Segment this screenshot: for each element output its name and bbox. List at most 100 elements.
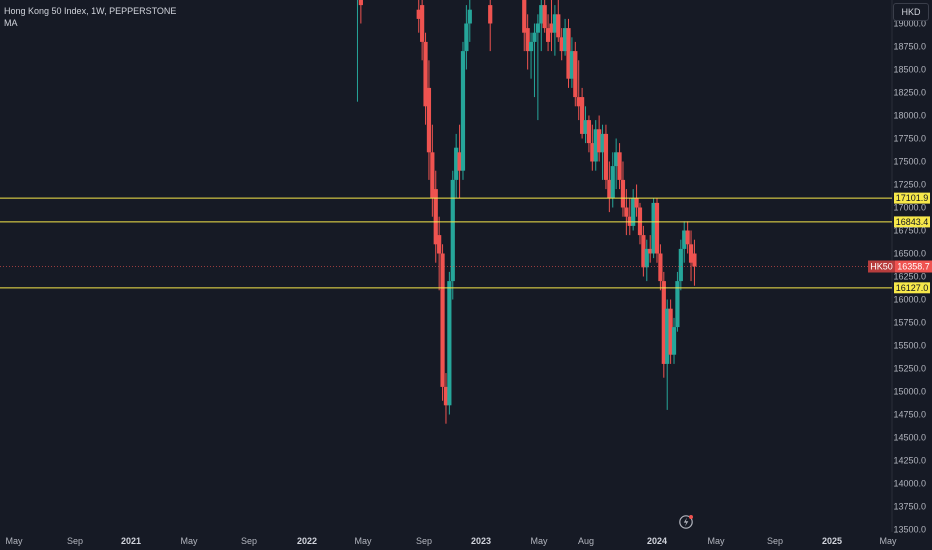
bear-candle [641,225,646,277]
bear-candle [627,198,632,236]
candle-body [454,147,459,180]
candle-body [641,235,646,268]
candle-body [443,386,449,406]
bear-candle [542,0,547,33]
candle-body [658,253,663,282]
candle-body [437,235,442,254]
y-tick-label: 18000.0 [893,111,926,121]
x-tick-label: May [879,536,897,546]
bear-candle [648,235,653,263]
bear-candle [580,87,585,139]
candle-body [420,5,425,42]
bear-candle [525,14,530,70]
candle-body [549,23,554,33]
bear-candle [545,14,551,52]
bear-candle [549,0,554,52]
bear-candle [576,60,581,121]
x-tick-label: May [707,536,725,546]
candle-body [556,14,561,38]
x-tick-label: Sep [416,536,432,546]
candle-body [668,308,673,355]
y-tick-label: 18750.0 [893,42,926,52]
candle-body [648,248,653,254]
candle-body [661,281,666,364]
candle-body [542,5,547,29]
x-tick-label: Sep [241,536,257,546]
bear-candle [437,216,442,291]
y-tick-label: 14500.0 [893,433,926,443]
candle-body [562,28,568,52]
bull-candle [539,0,544,52]
candle-body [532,32,537,42]
y-tick-label: 13750.0 [893,502,926,512]
candle-body [488,5,493,24]
bull-candle [593,120,598,171]
bear-candle [658,244,663,291]
bear-candle [603,124,609,190]
bull-candle [614,138,619,190]
y-tick-label: 13500.0 [893,525,926,535]
bear-candle [624,189,629,236]
candle-body [685,230,690,245]
bull-candle [464,5,469,70]
bear-candle [607,161,612,213]
candle-body [535,23,540,33]
bear-candle [590,124,595,171]
x-tick-label: 2021 [121,536,141,546]
bear-candle [559,28,564,61]
y-tick-label: 19000.0 [893,19,926,29]
candle-body [552,14,557,33]
bear-candle [573,41,578,107]
y-tick-label: 17250.0 [893,180,926,190]
candle-body [620,179,626,208]
level-label-box [894,192,930,204]
y-tick-label: 18500.0 [893,65,926,75]
bear-candle [661,271,666,378]
candle-body [528,41,534,52]
bull-candle [644,239,649,282]
currency-button[interactable]: HKD [893,3,929,21]
candle-body [583,120,588,134]
y-tick-label: 17750.0 [893,134,926,144]
y-tick-label: 14750.0 [893,410,926,420]
x-tick-label: 2023 [471,536,491,546]
y-tick-label: 18250.0 [893,88,926,98]
bull-candle [665,299,670,410]
candle-body [593,129,598,162]
horizontal-levels: 17101.9 16843.4 16127.0 HK50 16358.7 [0,192,932,294]
candle-body [580,97,585,134]
bull-candle [467,0,472,42]
bear-candle [488,0,493,52]
y-tick-label: 16500.0 [893,249,926,259]
bear-candle [688,230,694,282]
bear-candle [420,0,425,61]
bull-candle [678,239,683,291]
candle-body [460,51,466,171]
candle-body [603,133,609,180]
bull-candle [356,0,358,102]
bear-candle [566,18,571,88]
price-axis: 19000.0 18750.0 18500.0 18250.0 18000.0 17750… [893,19,926,535]
bull-candle [552,5,557,56]
candle-body [539,5,544,24]
bear-candle [637,202,643,245]
x-tick-label: May [354,536,372,546]
bull-candle [562,18,568,56]
candle-body [576,97,581,107]
level-label: 16127.0 [896,283,929,293]
candle-body [525,28,530,52]
candle-body [573,51,578,98]
replay-icon[interactable] [678,514,694,530]
x-tick-label: Sep [767,536,783,546]
candle-body [624,207,629,217]
bull-candle [532,23,537,98]
bull-candle [528,32,534,79]
y-tick-label: 16250.0 [893,272,926,282]
bull-candle [675,271,680,332]
candle-body [467,9,472,24]
x-tick-label: May [5,536,23,546]
indicator-label[interactable]: MA [4,18,18,28]
candle-body [634,198,639,208]
bear-candle [426,60,432,180]
